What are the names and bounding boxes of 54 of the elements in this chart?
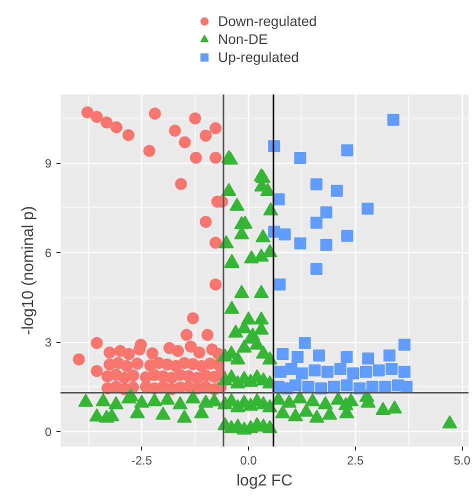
point [274,366,287,378]
point [340,379,353,392]
x-tick-label: 5.0 [454,454,471,468]
point [400,380,413,393]
point [272,193,285,206]
point [387,114,400,126]
point [294,152,306,164]
x-tick-label: 0.0 [240,454,258,468]
point [341,230,354,242]
point [362,352,374,364]
point [340,351,353,364]
point [334,362,346,375]
point [274,278,286,291]
y-tick-label: 9 [44,156,52,171]
y-tick-label: 6 [44,246,52,260]
point [292,351,304,364]
point [310,178,322,190]
point [278,228,291,240]
point [398,366,410,378]
point [310,216,322,229]
point [312,350,325,362]
point [383,350,396,362]
y-tick-label: 3 [44,336,52,350]
point [322,366,334,378]
legend-label: Down-regulated [218,12,317,30]
point [328,380,340,393]
point [308,364,321,376]
x-tick-label: -2.5 [131,454,152,468]
y-tick-label: 0 [44,425,52,440]
point [366,380,378,393]
x-axis-title: log2 FC [236,472,293,490]
point [372,364,385,376]
point [296,367,308,380]
point [310,263,322,276]
point [276,348,289,360]
point [330,184,343,197]
point [360,366,372,378]
point [302,380,314,393]
point [386,362,398,375]
point [294,237,306,250]
legend-label: Up-regulated [218,48,299,66]
x-tick-label: 2.5 [346,454,364,468]
point [398,338,410,351]
point [320,206,332,218]
point [347,367,360,380]
point [379,380,392,393]
point [320,238,332,251]
point [285,362,298,375]
legend-label: Non-DE [218,30,268,48]
point [298,336,311,349]
point [289,379,302,392]
point [362,202,374,215]
point [341,144,354,156]
y-axis-title: -log10 (nominal p) [20,206,37,335]
